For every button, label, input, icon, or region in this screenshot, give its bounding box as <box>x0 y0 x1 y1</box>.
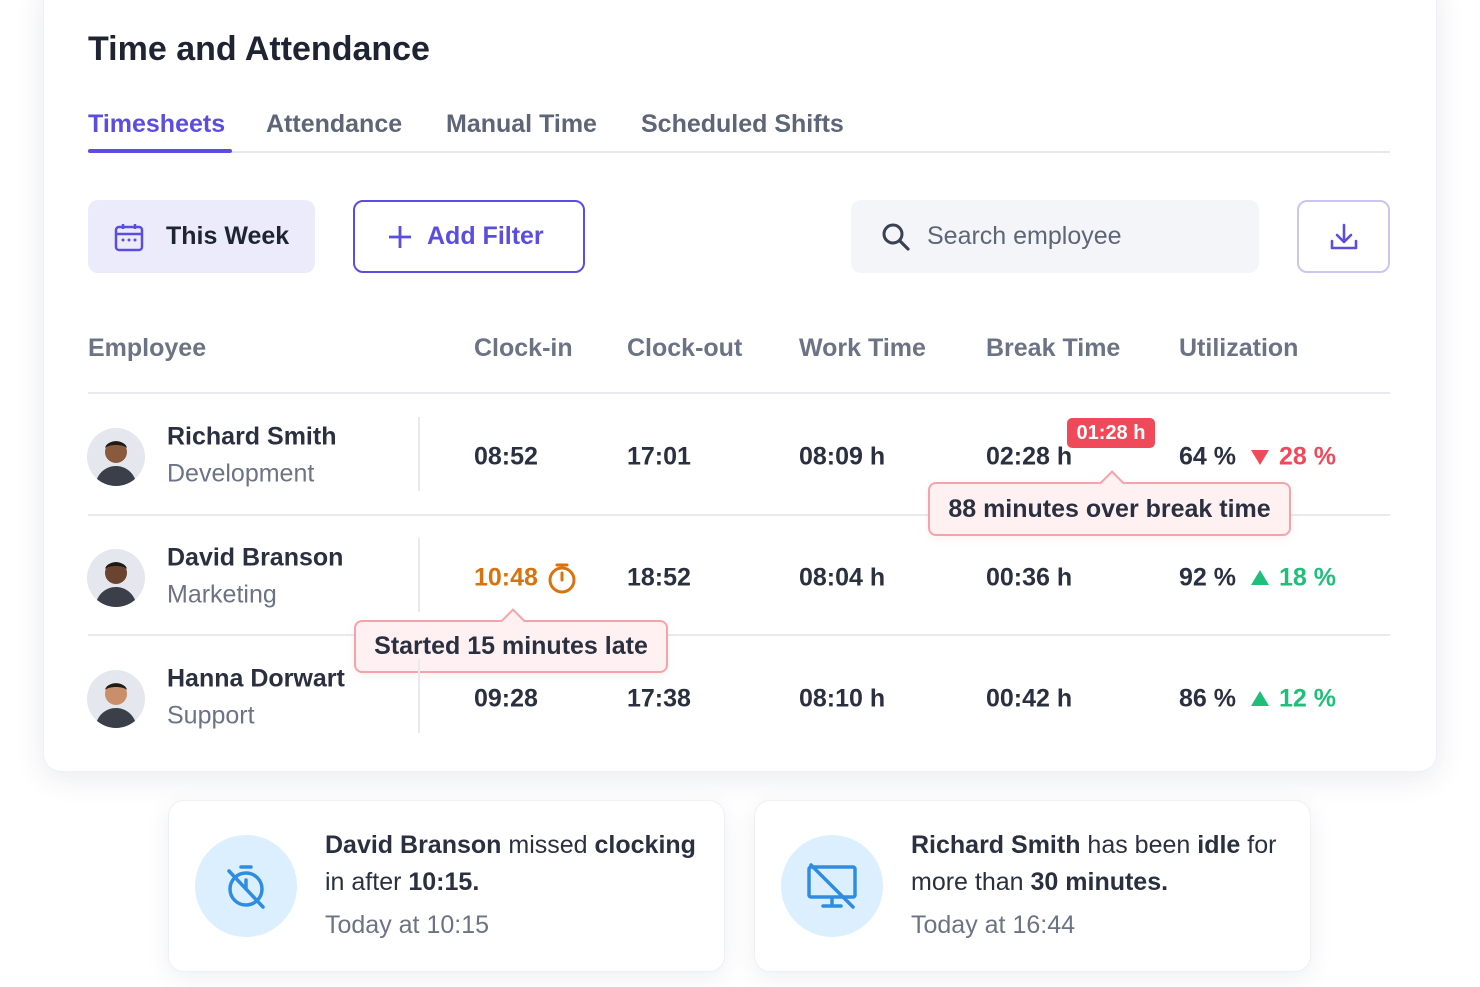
utilization: 86 % <box>1179 684 1236 713</box>
clock-in: 10:48 <box>474 563 538 592</box>
work-time: 08:10 h <box>799 684 886 713</box>
trend-arrow <box>1250 448 1270 471</box>
date-range-label: This Week <box>166 222 290 250</box>
break-time: 00:42 h <box>986 684 1073 713</box>
column-header: Clock-out <box>627 334 743 362</box>
clock-in: 08:52 <box>474 442 538 471</box>
utilization-change: 28 % <box>1279 442 1336 471</box>
message-part: missed <box>501 831 595 859</box>
trend-arrow <box>1250 690 1270 713</box>
column-header: Break Time <box>986 334 1121 362</box>
date-range-button[interactable]: This Week <box>88 200 315 273</box>
card <box>43 0 1437 772</box>
search-placeholder: Search employee <box>927 222 1122 250</box>
download-button[interactable] <box>1297 200 1390 273</box>
employee-department: Development <box>167 459 315 488</box>
calendar-icon <box>114 223 144 251</box>
avatar <box>87 428 145 486</box>
utilization: 92 % <box>1179 563 1236 592</box>
notification-message: David Branson missed clocking in after 1… <box>325 827 705 901</box>
row-divider <box>88 634 1390 636</box>
utilization: 64 % <box>1179 442 1236 471</box>
notification-time: Today at 16:44 <box>911 911 1076 939</box>
break-badge: 01:28 h <box>1067 418 1155 448</box>
search-icon <box>882 223 910 251</box>
break-time: 00:36 h <box>986 563 1073 592</box>
employee-name: David Branson <box>167 543 344 572</box>
notification-message: Richard Smith has been idle for more tha… <box>911 827 1291 901</box>
tab[interactable]: Scheduled Shifts <box>641 110 844 138</box>
column-header: Clock-in <box>474 334 573 362</box>
notification-icon <box>781 835 883 937</box>
add-filter-label: Add Filter <box>427 222 544 250</box>
late-tooltip: Started 15 minutes late <box>354 620 668 673</box>
tab[interactable]: Timesheets <box>88 110 226 138</box>
message-part: 30 minutes. <box>1030 868 1169 896</box>
work-time: 08:09 h <box>799 442 886 471</box>
break-tooltip: 88 minutes over break time <box>928 482 1291 536</box>
utilization-change: 18 % <box>1279 563 1336 592</box>
tooltip-text: 88 minutes over break time <box>948 494 1271 523</box>
employee-name: Richard Smith <box>167 422 337 451</box>
row-divider <box>88 514 1390 516</box>
message-part: has been <box>1080 831 1198 859</box>
column-header: Work Time <box>799 334 926 362</box>
tab[interactable]: Manual Time <box>446 110 597 138</box>
message-part: Richard Smith <box>911 831 1081 859</box>
add-filter-button[interactable]: Add Filter <box>353 200 585 273</box>
utilization-change: 12 % <box>1279 684 1336 713</box>
work-time: 08:04 h <box>799 563 886 592</box>
notification-card: David Branson missed clocking in after 1… <box>168 800 725 972</box>
avatar <box>87 549 145 607</box>
title: Time and Attendance <box>88 30 430 68</box>
clock-out: 18:52 <box>627 563 691 592</box>
employee-department: Marketing <box>167 580 277 609</box>
column-header: Utilization <box>1179 334 1299 362</box>
tab-indicator <box>88 149 232 153</box>
notification-card: Richard Smith has been idle for more tha… <box>754 800 1311 972</box>
message-part: in after <box>325 831 703 896</box>
notification-time: Today at 10:15 <box>325 911 490 939</box>
column-header: Employee <box>88 334 207 362</box>
avatar <box>87 670 145 728</box>
trend-arrow <box>1250 569 1270 592</box>
break-time: 02:28 h <box>986 442 1073 471</box>
message-part: idle <box>1197 831 1241 859</box>
message-part: clocking <box>594 831 696 859</box>
message-part: 10:15. <box>408 868 480 896</box>
employee-department: Support <box>167 701 255 730</box>
employee-name: Hanna Dorwart <box>167 664 345 693</box>
column-separator <box>418 538 420 612</box>
column-separator <box>418 659 420 733</box>
late-icon <box>546 562 578 599</box>
tab[interactable]: Attendance <box>266 110 403 138</box>
message-part: for more than <box>911 831 1284 896</box>
tooltip-text: Started 15 minutes late <box>374 632 648 660</box>
clock-out: 17:38 <box>627 684 691 713</box>
notification-icon <box>195 835 297 937</box>
message-part: David Branson <box>325 831 502 859</box>
clock-out: 17:01 <box>627 442 691 471</box>
search-input[interactable]: Search employee <box>851 200 1259 273</box>
download-icon <box>1330 223 1357 249</box>
table-divider <box>88 392 1390 394</box>
clock-in: 09:28 <box>474 684 538 713</box>
plus-icon <box>389 225 411 248</box>
column-separator <box>418 417 420 491</box>
tab-divider <box>88 151 1390 153</box>
